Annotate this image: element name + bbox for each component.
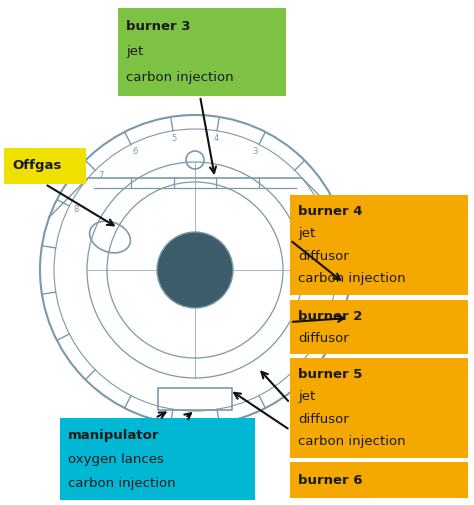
Bar <box>158 388 232 410</box>
Text: burner 2: burner 2 <box>298 310 363 323</box>
Text: 6: 6 <box>132 147 137 156</box>
Text: 3: 3 <box>253 147 258 156</box>
Text: jet: jet <box>126 45 143 59</box>
FancyBboxPatch shape <box>290 358 468 458</box>
Text: carbon injection: carbon injection <box>68 477 176 489</box>
FancyBboxPatch shape <box>290 462 468 498</box>
FancyBboxPatch shape <box>290 300 468 354</box>
Text: 8: 8 <box>74 205 79 214</box>
Text: carbon injection: carbon injection <box>126 72 234 84</box>
Text: 4: 4 <box>213 134 219 143</box>
Text: 7: 7 <box>98 172 104 180</box>
Text: manipulator: manipulator <box>68 429 159 441</box>
Text: carbon injection: carbon injection <box>298 435 406 448</box>
FancyBboxPatch shape <box>290 195 468 295</box>
Text: 5: 5 <box>172 134 177 143</box>
Text: carbon injection: carbon injection <box>298 272 406 285</box>
Text: burner 5: burner 5 <box>298 368 363 381</box>
Text: diffusor: diffusor <box>298 250 349 263</box>
Text: burner 4: burner 4 <box>298 205 363 218</box>
Text: burner 3: burner 3 <box>126 20 191 32</box>
Text: Offgas: Offgas <box>12 160 61 173</box>
Text: oxygen lances: oxygen lances <box>68 452 164 466</box>
Text: burner 6: burner 6 <box>298 474 363 486</box>
FancyBboxPatch shape <box>4 148 86 184</box>
Text: diffusor: diffusor <box>298 413 349 426</box>
FancyBboxPatch shape <box>118 8 286 96</box>
FancyBboxPatch shape <box>60 418 255 500</box>
Text: jet: jet <box>298 390 315 403</box>
Text: diffusor: diffusor <box>298 331 349 344</box>
Text: jet: jet <box>298 227 315 240</box>
Circle shape <box>157 232 233 308</box>
